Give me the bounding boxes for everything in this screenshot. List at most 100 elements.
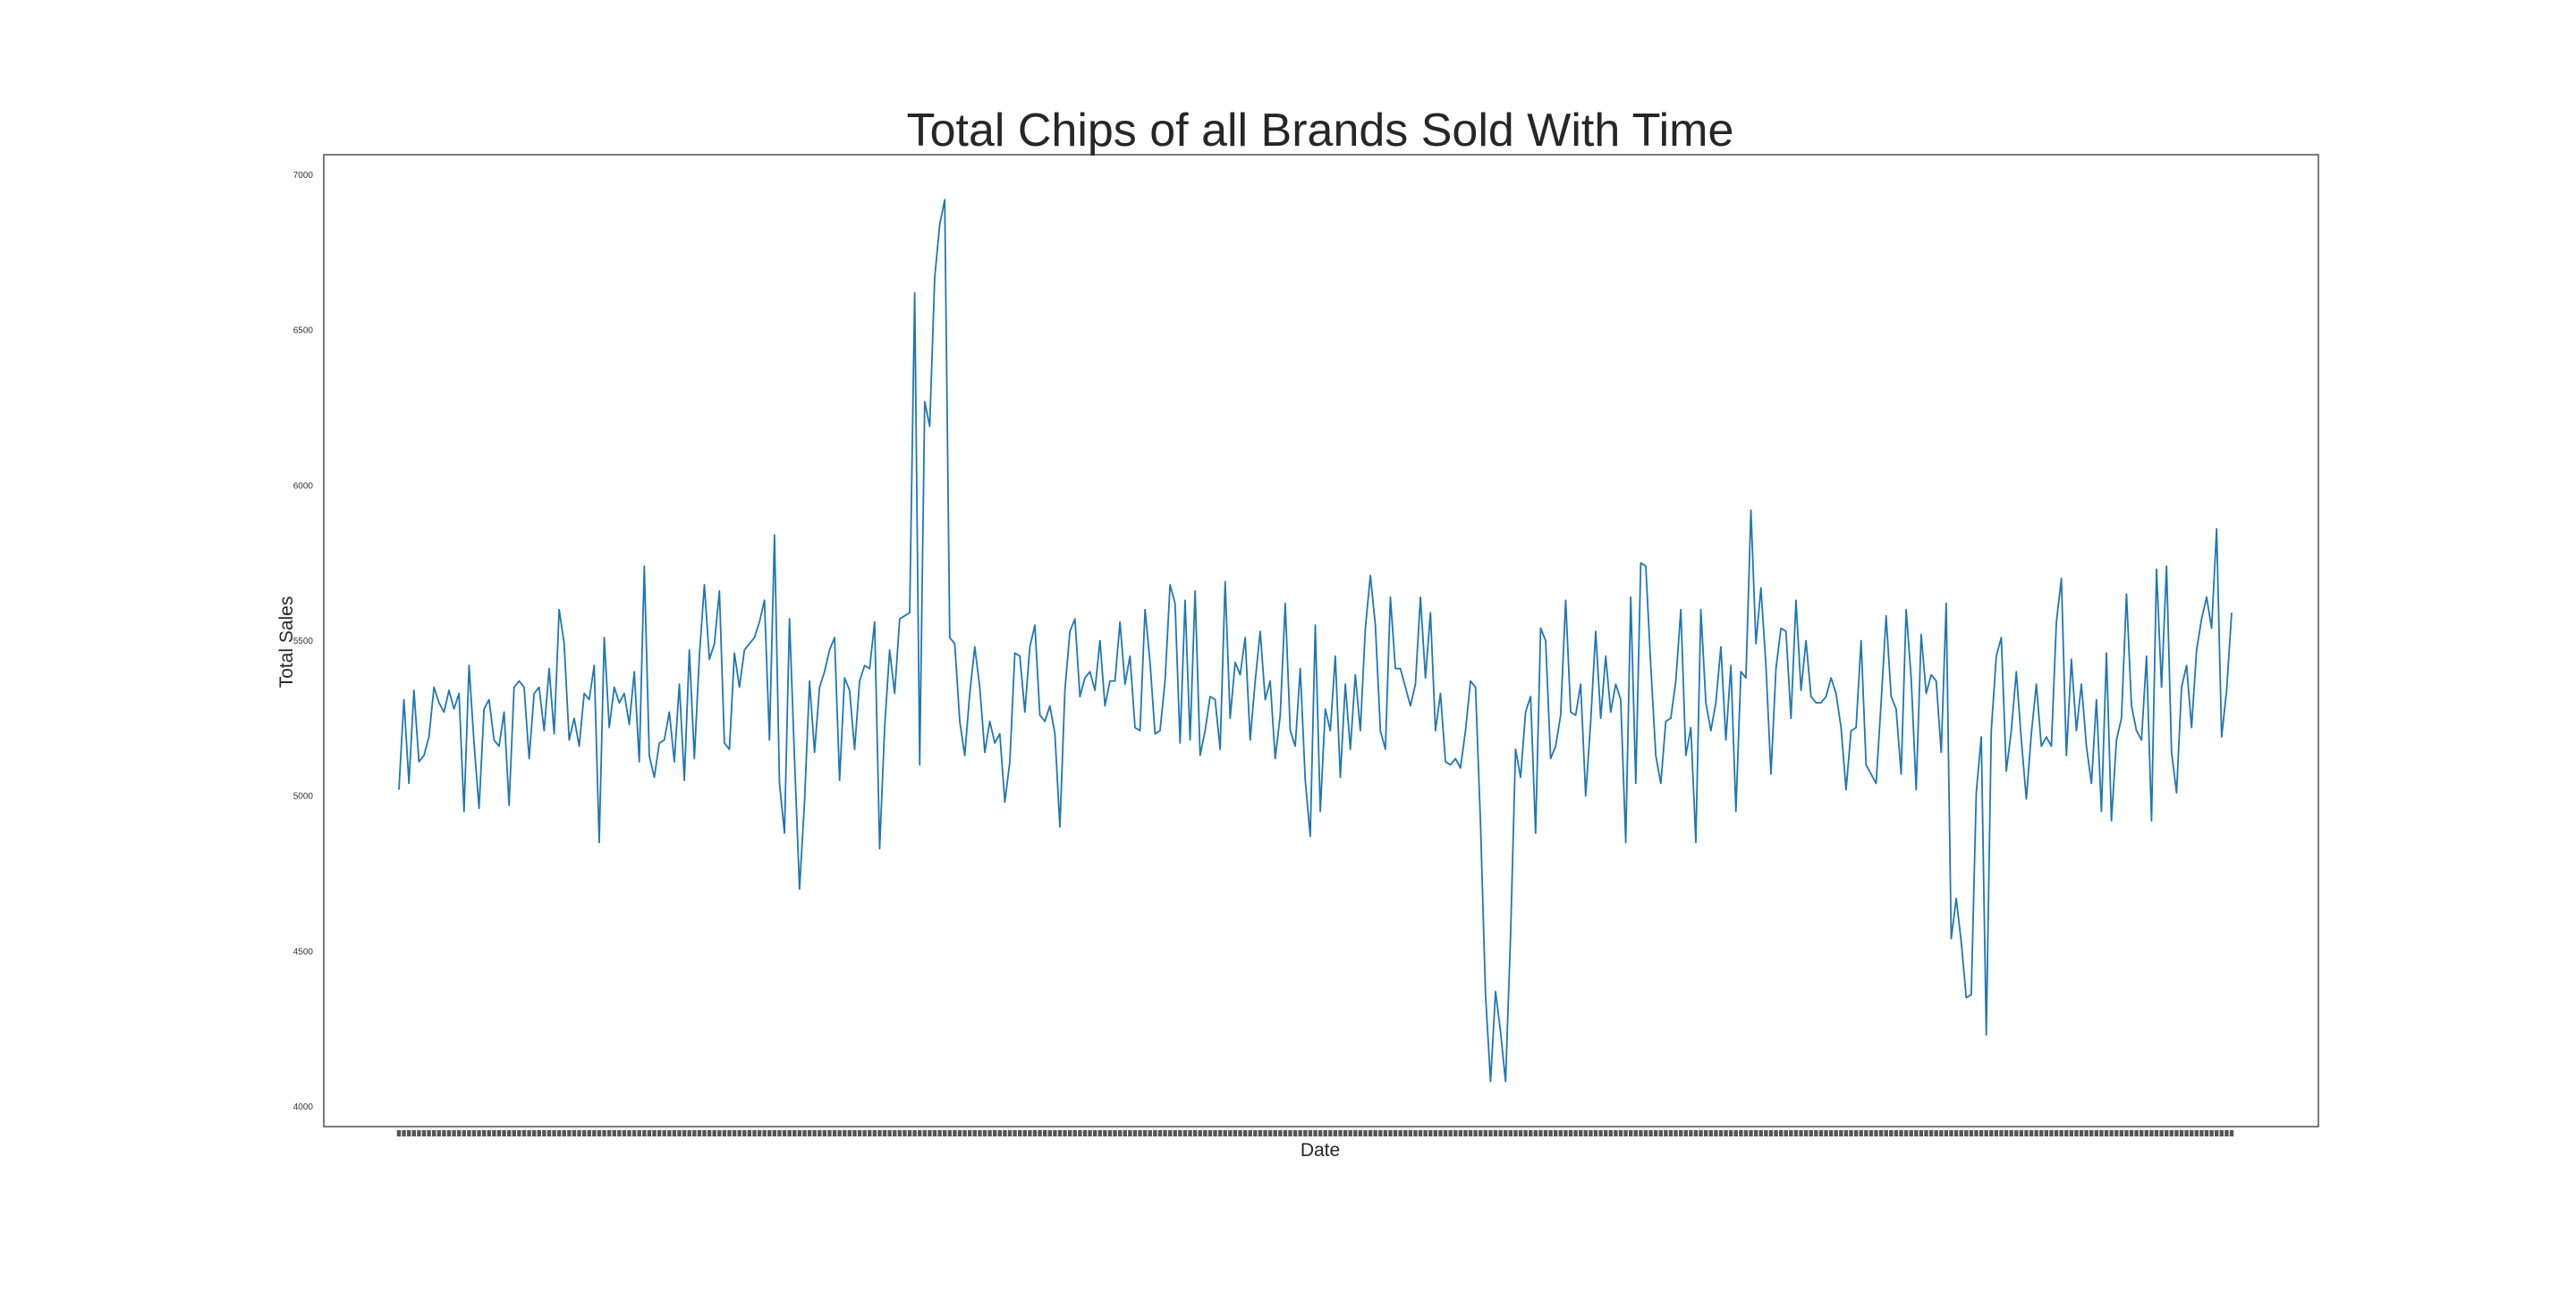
x-tick-mark xyxy=(662,1130,666,1136)
x-tick-mark xyxy=(1668,1130,1674,1136)
x-tick-mark xyxy=(712,1130,716,1136)
x-tick-mark xyxy=(1818,1130,1824,1136)
x-tick-mark xyxy=(1233,1130,1238,1136)
x-tick-mark xyxy=(431,1130,436,1136)
x-tick-mark xyxy=(978,1130,982,1136)
x-tick-mark xyxy=(1418,1130,1423,1136)
x-tick-mark xyxy=(1693,1130,1699,1136)
x-tick-mark xyxy=(1653,1130,1658,1136)
x-tick-mark xyxy=(592,1130,597,1136)
x-tick-mark xyxy=(968,1130,972,1136)
x-tick-mark xyxy=(737,1130,741,1136)
x-tick-mark xyxy=(1082,1130,1088,1136)
x-tick-mark xyxy=(887,1130,892,1136)
x-tick-mark xyxy=(2019,1130,2024,1136)
x-tick-mark xyxy=(1803,1130,1809,1136)
x-tick-mark xyxy=(1348,1130,1352,1136)
x-tick-mark xyxy=(1809,1130,1813,1136)
x-tick-mark xyxy=(982,1130,987,1136)
x-tick-mark xyxy=(1203,1130,1208,1136)
x-tick-mark xyxy=(1678,1130,1683,1136)
x-tick-mark xyxy=(1538,1130,1543,1136)
x-tick-mark xyxy=(1403,1130,1408,1136)
x-tick-mark xyxy=(1022,1130,1027,1136)
x-tick-mark xyxy=(1828,1130,1834,1136)
x-tick-mark xyxy=(937,1130,942,1136)
x-tick-mark xyxy=(657,1130,662,1136)
x-tick-mark xyxy=(436,1130,441,1136)
x-tick-mark xyxy=(777,1130,782,1136)
x-tick-mark xyxy=(1558,1130,1563,1136)
x-tick-mark xyxy=(1408,1130,1413,1136)
x-tick-mark xyxy=(2114,1130,2119,1136)
x-tick-mark xyxy=(2059,1130,2063,1136)
x-tick-mark xyxy=(1914,1130,1919,1136)
x-tick-mark xyxy=(1378,1130,1383,1136)
x-tick-mark xyxy=(627,1130,631,1136)
x-tick-mark xyxy=(1608,1130,1614,1136)
x-tick-mark xyxy=(1864,1130,1868,1136)
x-tick-mark xyxy=(2099,1130,2104,1136)
x-tick-mark xyxy=(827,1130,832,1136)
x-tick-mark xyxy=(1132,1130,1138,1136)
x-tick-mark xyxy=(2004,1130,2009,1136)
x-tick-mark xyxy=(506,1130,512,1136)
x-tick-mark xyxy=(1799,1130,1803,1136)
x-tick-mark xyxy=(1889,1130,1894,1136)
x-tick-mark xyxy=(411,1130,416,1136)
x-tick-mark xyxy=(1909,1130,1913,1136)
x-tick-mark xyxy=(2124,1130,2129,1136)
x-tick-mark xyxy=(1007,1130,1013,1136)
x-tick-mark xyxy=(947,1130,953,1136)
x-tick-mark xyxy=(527,1130,531,1136)
x-tick-mark xyxy=(1453,1130,1458,1136)
x-tick-mark xyxy=(1242,1130,1248,1136)
x-tick-mark xyxy=(997,1130,1003,1136)
x-tick-mark xyxy=(537,1130,541,1136)
x-tick-mark xyxy=(1153,1130,1157,1136)
x-tick-mark xyxy=(1428,1130,1433,1136)
x-tick-mark xyxy=(2165,1130,2169,1136)
x-tick-mark xyxy=(631,1130,637,1136)
x-tick-mark xyxy=(1028,1130,1032,1136)
x-tick-mark xyxy=(2140,1130,2144,1136)
x-tick-mark xyxy=(782,1130,787,1136)
x-tick-mark xyxy=(1157,1130,1163,1136)
x-tick-mark xyxy=(1743,1130,1749,1136)
x-tick-mark xyxy=(1563,1130,1568,1136)
x-tick-mark xyxy=(2039,1130,2044,1136)
x-tick-mark xyxy=(587,1130,591,1136)
x-tick-mark xyxy=(1092,1130,1097,1136)
x-tick-mark xyxy=(928,1130,932,1136)
x-tick-mark xyxy=(818,1130,822,1136)
x-tick-mark xyxy=(717,1130,722,1136)
x-tick-mark xyxy=(1163,1130,1167,1136)
x-tick-mark xyxy=(862,1130,867,1136)
y-tick-label: 7000 xyxy=(293,171,314,181)
x-tick-mark xyxy=(467,1130,471,1136)
x-tick-mark xyxy=(1513,1130,1518,1136)
x-tick-mark xyxy=(567,1130,572,1136)
x-tick-mark xyxy=(1758,1130,1763,1136)
x-tick-mark xyxy=(1994,1130,1999,1136)
x-tick-mark xyxy=(1273,1130,1277,1136)
x-tick-mark xyxy=(1568,1130,1573,1136)
x-tick-mark xyxy=(902,1130,907,1136)
x-tick-mark xyxy=(1589,1130,1593,1136)
x-tick-mark xyxy=(1884,1130,1888,1136)
x-tick-mark xyxy=(1208,1130,1213,1136)
x-tick-mark xyxy=(1148,1130,1152,1136)
x-tick-mark xyxy=(832,1130,837,1136)
x-tick-mark xyxy=(1142,1130,1148,1136)
x-tick-mark xyxy=(1849,1130,1853,1136)
x-tick-mark xyxy=(1063,1130,1067,1136)
x-tick-mark xyxy=(1267,1130,1273,1136)
x-tick-mark xyxy=(2190,1130,2194,1136)
x-tick-mark xyxy=(1113,1130,1117,1136)
x-tick-mark xyxy=(1443,1130,1448,1136)
x-tick-mark xyxy=(1533,1130,1538,1136)
x-tick-mark xyxy=(877,1130,882,1136)
x-tick-mark xyxy=(1658,1130,1663,1136)
x-tick-mark xyxy=(446,1130,452,1136)
x-tick-mark xyxy=(1548,1130,1553,1136)
